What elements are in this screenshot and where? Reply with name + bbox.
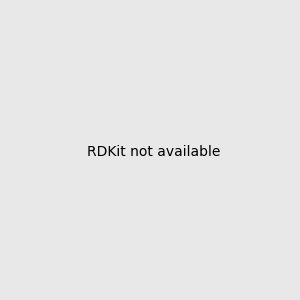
Text: RDKit not available: RDKit not available: [87, 145, 220, 158]
